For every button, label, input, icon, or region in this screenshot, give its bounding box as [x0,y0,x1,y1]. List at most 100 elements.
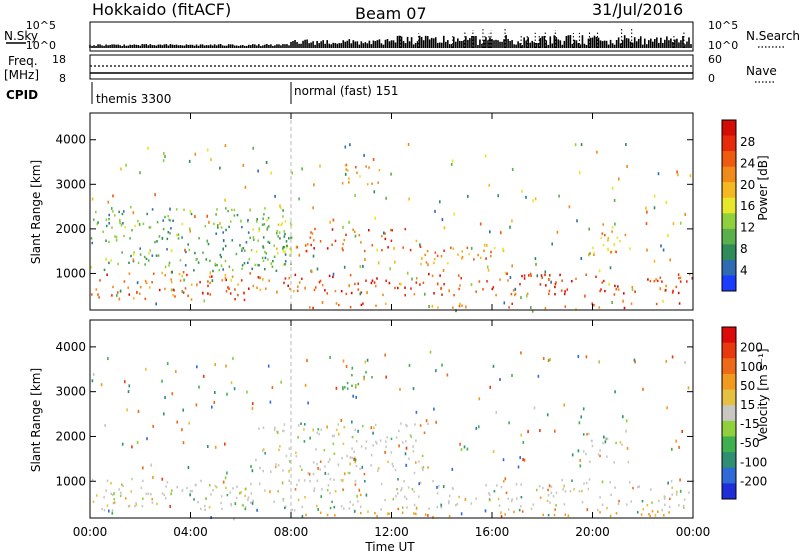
heatmap-cell [270,470,272,473]
heatmap-cell [255,250,258,253]
heatmap-cell [461,304,463,307]
heatmap-cell [519,456,521,460]
heatmap-cell [365,165,367,168]
heatmap-cell [499,278,501,281]
heatmap-cell [415,239,418,243]
heatmap-cell [280,380,282,384]
heatmap-cell [550,485,553,488]
heatmap-cell [627,460,630,464]
heatmap-cell [321,301,324,304]
heatmap-cell [149,226,152,229]
heatmap-cell [145,281,148,285]
heatmap-cell [329,506,332,510]
heatmap-cell [591,439,593,443]
heatmap-cell [421,454,424,458]
heatmap-cell [326,292,328,295]
heatmap-cell [248,287,250,290]
heatmap-cell [303,440,306,443]
heatmap-cell [92,500,95,503]
heatmap-cell [313,183,315,187]
heatmap-cell [95,210,97,214]
heatmap-cell [689,174,692,178]
heatmap-cell [475,290,477,293]
heatmap-cell [385,445,387,448]
heatmap-cell [401,487,403,490]
heatmap-cell [602,244,605,247]
heatmap-cell [457,274,460,277]
heatmap-cell [618,177,620,181]
heatmap-cell [251,402,254,406]
heatmap-cell [415,461,417,464]
heatmap-cell [348,181,350,184]
heatmap-cell [183,208,185,211]
heatmap-cell [360,511,362,515]
heatmap-cell [148,226,151,229]
heatmap-cell [151,208,154,211]
heatmap-cell [228,225,230,229]
heatmap-cell [225,207,227,210]
colorbar-segment [722,182,736,199]
heatmap-cell [637,485,639,489]
heatmap-cell [91,293,93,296]
heatmap-cell [282,469,284,472]
heatmap-cell [202,292,204,295]
heatmap-cell [197,500,199,504]
heatmap-cell [343,265,346,269]
nsky-series [89,28,692,48]
heatmap-cell [161,271,163,275]
heatmap-cell [437,306,439,309]
heatmap-cell [347,471,350,475]
heatmap-cell [124,380,126,384]
heatmap-cell [483,249,485,252]
heatmap-cell [111,226,113,229]
heatmap-cell [434,209,436,213]
heatmap-cell [624,233,627,237]
heatmap-cell [332,272,335,276]
heatmap-cell [285,246,288,249]
heatmap-cell [273,255,276,258]
heatmap-cell [162,159,165,163]
heatmap-cell [156,221,159,224]
heatmap-cell [604,289,606,293]
heatmap-cell [282,263,285,266]
heatmap-cell [217,226,219,229]
heatmap-cell [340,419,343,422]
heatmap-cell [359,265,362,269]
heatmap-cell [514,292,517,296]
heatmap-cell [148,252,150,255]
heatmap-cell [399,387,401,391]
heatmap-cell [121,483,123,486]
heatmap-cell [356,171,358,174]
heatmap-cell [108,213,110,217]
heatmap-cell [613,199,616,202]
heatmap-cell [222,231,224,234]
colorbar-tick-label: 16 [740,199,755,213]
heatmap-cell [326,247,329,250]
heatmap-cell [164,396,166,399]
heatmap-cell [256,218,258,221]
heatmap-cell [424,292,426,296]
heatmap-cell [606,506,608,510]
heatmap-cell [254,263,257,267]
heatmap-cell [422,468,424,472]
heatmap-cell [308,472,311,476]
heatmap-cell [178,272,181,276]
heatmap-cell [679,478,681,482]
heatmap-cell [170,492,172,496]
heatmap-cell [284,260,287,263]
heatmap-cell [326,425,328,429]
heatmap-cell [338,303,340,307]
heatmap-cell [259,276,261,279]
y-tick-label: 2000 [55,222,86,236]
heatmap-cell [503,480,505,483]
heatmap-cell [691,277,694,280]
heatmap-cell [641,500,644,503]
heatmap-cell [668,505,671,509]
heatmap-cell [397,507,400,511]
heatmap-cell [670,480,673,483]
heatmap-cell [166,248,168,251]
heatmap-cell [568,205,571,209]
heatmap-cell [277,464,280,467]
heatmap-cell [672,222,675,226]
heatmap-cell [123,234,125,238]
